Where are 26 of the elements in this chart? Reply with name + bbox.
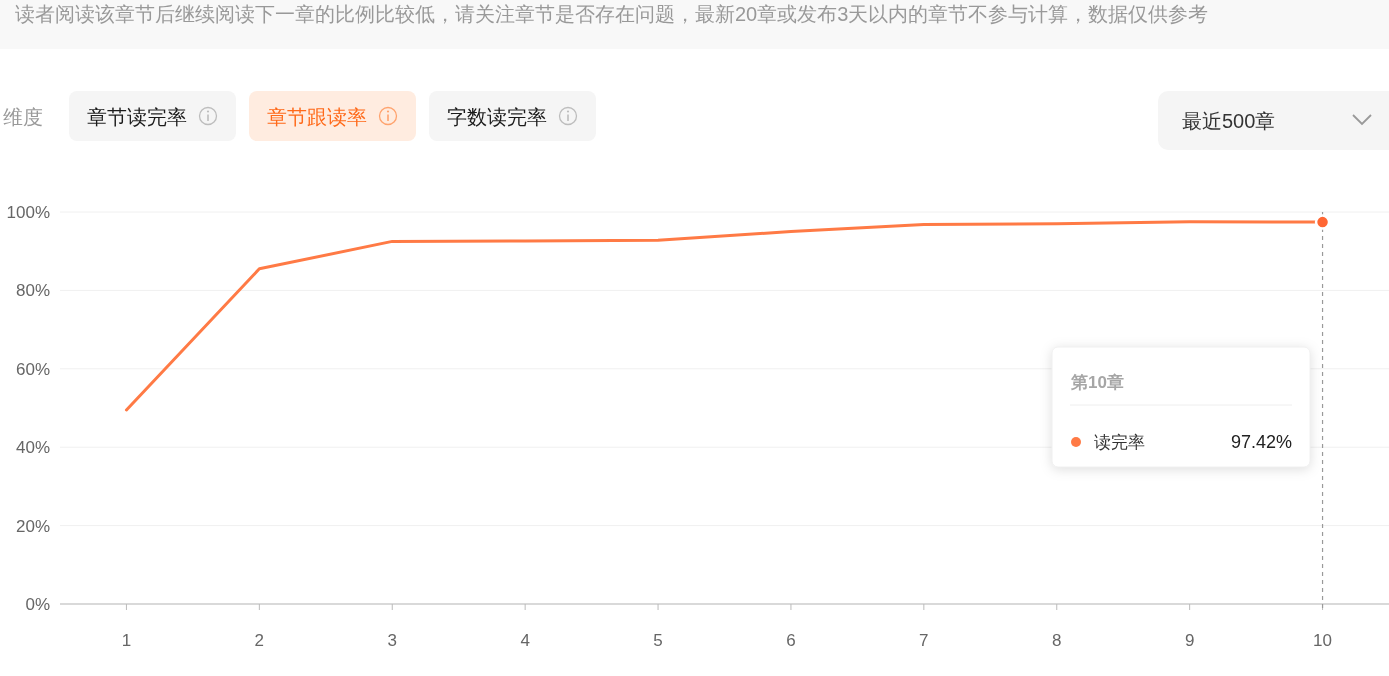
x-tick-label: 5: [653, 631, 663, 650]
annotation: 第10章: [1070, 373, 1124, 392]
label: 维度: [3, 106, 43, 128]
x-tick-label: 4: [520, 631, 530, 650]
x-tick-label: 3: [387, 631, 397, 650]
tab-active: 章节跟读率: [249, 91, 416, 141]
x-tick-label: 9: [1184, 631, 1195, 650]
x-tick-label: 8: [1052, 631, 1062, 650]
x-tick-label: 6: [786, 631, 796, 650]
y-tick-label: 60%: [15, 359, 50, 379]
y-tick-label: 100%: [6, 203, 50, 222]
y-tick-label: 40%: [15, 438, 50, 458]
tooltip: 第10章 读完率 97.42%: [1051, 346, 1311, 468]
x-tick-label: 2: [254, 631, 265, 650]
y-tick-label: 20%: [15, 516, 50, 536]
x-tick-label: 1: [121, 631, 132, 650]
tab: 字数读完率: [429, 91, 596, 141]
y-tick-label: 0%: [25, 595, 50, 614]
notice-label: 读者阅读该章节后继续阅读下一章的比例比较低，请关注章节是否存在问题，最新20章或发布3天以内的章节不参与计算，数据仅供参考: [15, 3, 1209, 25]
tab: 章节读完率: [69, 91, 236, 141]
x-tick-label: 10: [1313, 631, 1333, 650]
y-tick-label: 80%: [15, 281, 50, 301]
dropdown: 最近500章: [1158, 91, 1389, 150]
x-tick-label: 7: [919, 631, 929, 650]
legend-label: 读完率: [1094, 433, 1145, 452]
annotation: 97.42%: [1230, 432, 1292, 452]
